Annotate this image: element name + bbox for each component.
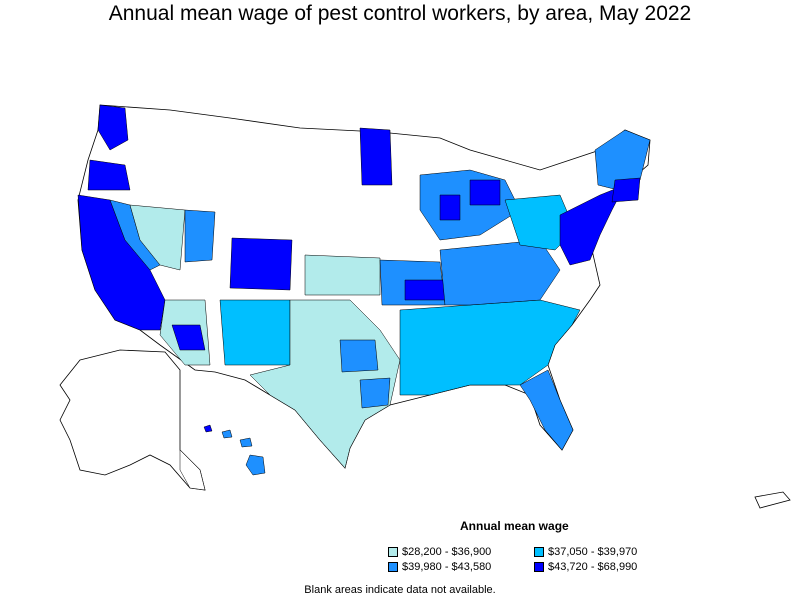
region-northeast-corridor — [559, 184, 626, 266]
region-hawaii-maui — [239, 437, 253, 448]
legend-item-0: $28,200 - $36,900 — [388, 546, 491, 558]
legend-label-1: $37,050 - $39,970 — [548, 546, 638, 558]
legend-item-1: $37,050 - $39,970 — [534, 546, 637, 558]
region-mid-south — [439, 239, 561, 306]
region-oregon — [87, 159, 131, 191]
legend-label-0: $28,200 - $36,900 — [402, 546, 492, 558]
region-minnesota — [359, 127, 393, 186]
region-nevada — [129, 204, 186, 271]
region-alaska — [59, 349, 206, 491]
region-hawaii-oahu — [221, 429, 233, 439]
legend-swatch-0 — [388, 547, 398, 557]
legend-swatch-3 — [534, 562, 544, 572]
map-title: Annual mean wage of pest control workers… — [108, 2, 692, 25]
region-washington — [97, 104, 129, 151]
region-colorado — [229, 237, 293, 291]
region-hawaii-kauai — [203, 424, 213, 433]
legend-label-3: $43,720 - $68,990 — [548, 561, 638, 573]
legend-swatch-1 — [534, 547, 544, 557]
region-new-mexico — [219, 299, 291, 366]
region-chicago — [439, 194, 461, 221]
legend-item-2: $39,980 - $43,580 — [388, 561, 491, 573]
region-st-louis — [404, 279, 446, 301]
region-alaska-southeast — [179, 449, 206, 491]
legend-swatch-2 — [388, 562, 398, 572]
region-phoenix — [171, 324, 206, 351]
region-dallas — [339, 339, 379, 373]
region-boston — [611, 177, 641, 203]
region-florida — [519, 369, 574, 451]
legend-label-2: $39,980 - $43,580 — [402, 561, 492, 573]
region-hawaii-big-island — [245, 454, 266, 476]
no-data-note: Blank areas indicate data not available. — [304, 584, 496, 596]
region-kansas — [304, 254, 381, 296]
region-detroit — [469, 179, 501, 206]
legend-title: Annual mean wage — [460, 519, 569, 533]
region-houston — [359, 377, 391, 409]
legend-item-3: $43,720 - $68,990 — [534, 561, 637, 573]
region-puerto-rico — [754, 491, 791, 509]
region-utah — [184, 209, 216, 263]
